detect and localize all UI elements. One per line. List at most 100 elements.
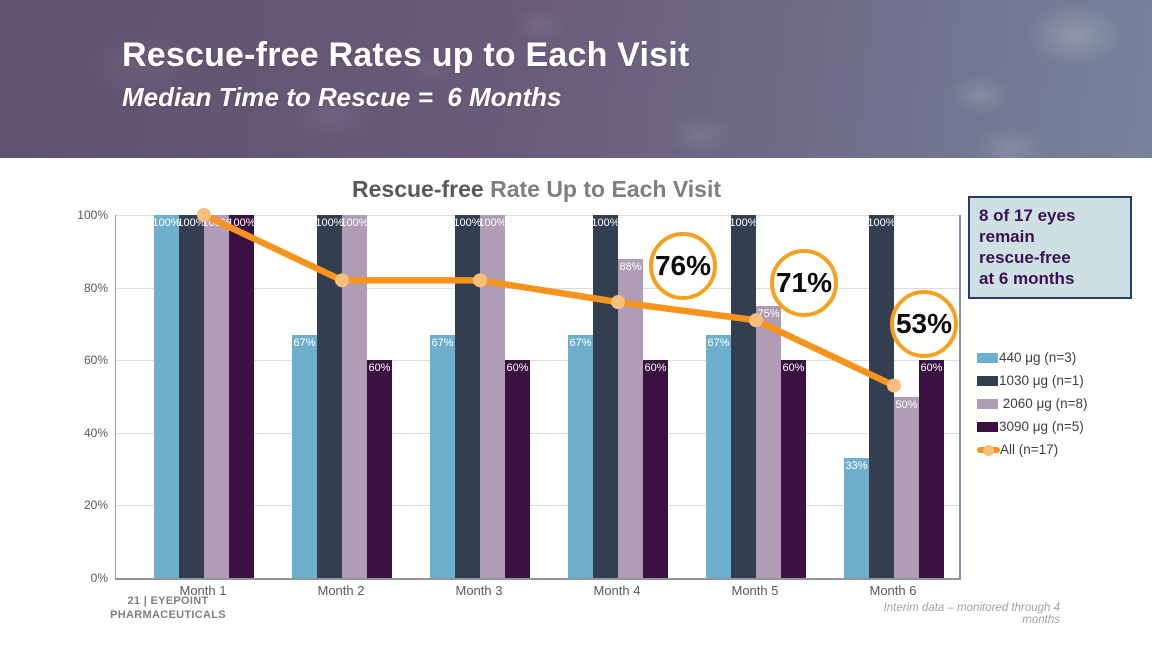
bar: 60%	[643, 360, 668, 578]
bar-value-label: 88%	[619, 260, 642, 273]
legend-line-swatch	[977, 444, 1000, 456]
slide-title: Rescue-free Rates up to Each Visit	[122, 36, 690, 74]
legend-item: 440 μg (n=3)	[977, 346, 1087, 369]
bar: 67%	[568, 334, 593, 578]
line-marker	[749, 313, 763, 328]
legend-item: 1030 μg (n=1)	[977, 369, 1087, 392]
bar: 50%	[894, 396, 919, 578]
callout-line: at 6 months	[979, 269, 1075, 289]
line-marker	[887, 378, 901, 393]
interim-data-note: Interim data – monitored through 4 month…	[883, 602, 1060, 626]
annotation-circle: 76%	[649, 232, 717, 300]
line-marker	[611, 295, 625, 310]
y-axis-tick-label: 60%	[83, 353, 108, 368]
x-axis-tick-label: Month 1	[179, 583, 227, 598]
bar: 100%	[867, 215, 896, 578]
x-axis-tick-label: Month 4	[593, 583, 641, 598]
bar-value-label: 100%	[340, 217, 369, 229]
bar-value-label: 33%	[845, 460, 868, 473]
bar-value-label: 67%	[707, 336, 730, 349]
line-marker	[335, 273, 349, 288]
chart-title-part2: Rate Up to Each Visit	[490, 176, 721, 202]
legend-item: 3090 μg (n=5)	[977, 415, 1087, 438]
bar-value-label: 100%	[478, 217, 507, 229]
callout-box: 8 of 17 eyes remain rescue-free at 6 months	[968, 196, 1132, 300]
bar-value-label: 67%	[431, 336, 454, 349]
slide-subtitle: Median Time to Rescue = 6 Months	[122, 82, 562, 112]
bar: 67%	[430, 334, 455, 578]
legend-swatch	[977, 421, 998, 432]
y-axis-tick-label: 20%	[83, 498, 108, 513]
bar-value-label: 100%	[315, 217, 344, 229]
y-axis-tick-label: 0%	[90, 571, 108, 585]
gridline	[116, 360, 959, 362]
line-marker	[197, 208, 211, 222]
bar: 60%	[505, 360, 530, 578]
bar: 100%	[227, 215, 256, 578]
line-marker	[473, 273, 487, 288]
chart-title: Rescue-free Rate Up to Each Visit	[115, 176, 958, 203]
x-axis-tick-label: Month 2	[317, 583, 365, 598]
y-axis-tick-label: 100%	[77, 208, 108, 222]
bar-value-label: 100%	[591, 217, 620, 229]
annotation-circle: 71%	[770, 249, 838, 317]
all-series-line	[197, 208, 901, 393]
line-path	[200, 211, 898, 389]
bar: 67%	[292, 334, 317, 578]
bar: 60%	[781, 360, 806, 578]
x-axis-tick-label: Month 6	[869, 583, 917, 598]
callout-line: rescue-free	[979, 248, 1071, 268]
bar-value-label: 100%	[867, 217, 896, 229]
bar: 75%	[756, 305, 781, 578]
chart-title-part1: Rescue-free	[352, 176, 491, 202]
bar-value-label: 50%	[895, 398, 918, 411]
callout-line: 8 of 17 eyes	[979, 206, 1076, 225]
legend-item: 2060 μg (n=8)	[977, 392, 1087, 415]
legend-swatch	[977, 375, 998, 386]
bar: 88%	[618, 258, 643, 578]
bar: 100%	[152, 215, 181, 578]
y-axis-tick-label: 80%	[83, 280, 108, 295]
bar: 33%	[844, 458, 869, 578]
gridline	[116, 215, 959, 216]
annotation-circle: 53%	[890, 290, 958, 358]
legend-label: 2060 μg (n=8)	[999, 396, 1088, 411]
legend-label: 440 μg (n=3)	[999, 350, 1077, 365]
bar-value-label: 67%	[293, 336, 316, 349]
bar-value-label: 100%	[177, 217, 206, 229]
gridline	[116, 432, 959, 434]
legend-line-marker	[983, 444, 994, 456]
bar-value-label: 60%	[506, 362, 529, 375]
legend-label: All (n=17)	[1000, 442, 1059, 457]
bar: 100%	[729, 215, 758, 578]
bar: 100%	[177, 215, 206, 578]
bar-value-label: 60%	[368, 362, 391, 375]
bar-value-label: 100%	[152, 217, 181, 229]
legend-swatch	[977, 352, 998, 363]
chart-legend: 440 μg (n=3) 1030 μg (n=1) 2060 μg (n=8) 3…	[977, 346, 1087, 461]
legend-label: 1030 μg (n=1)	[999, 373, 1084, 388]
header-band: Rescue-free Rates up to Each Visit Media…	[0, 0, 1152, 158]
gridline	[116, 505, 959, 507]
x-axis-tick-label: Month 3	[455, 583, 503, 598]
bar-value-label: 100%	[729, 217, 758, 229]
callout-line: remain	[979, 227, 1035, 247]
legend-label: 3090 μg (n=5)	[999, 419, 1084, 434]
bar-value-label: 60%	[782, 362, 805, 375]
bar: 100%	[591, 215, 620, 578]
y-axis-tick-label: 40%	[83, 425, 108, 440]
bar-value-label: 100%	[453, 217, 482, 229]
bar-value-label: 60%	[644, 362, 667, 375]
slide-number-brand-line1: 21 | EYEPOINT	[127, 595, 209, 607]
legend-item: All (n=17)	[977, 438, 1087, 461]
bar: 67%	[706, 334, 731, 578]
brand-line2: PHARMACEUTICALS	[110, 609, 226, 622]
slide-footer-brand: 21 | EYEPOINT PHARMACEUTICALS	[98, 594, 238, 623]
bar: 60%	[367, 360, 392, 578]
legend-swatch	[977, 398, 998, 409]
bar-value-label: 75%	[757, 307, 780, 320]
bar-value-label: 60%	[920, 362, 943, 375]
x-axis-tick-label: Month 5	[731, 583, 779, 598]
bar-value-label: 67%	[569, 336, 592, 349]
